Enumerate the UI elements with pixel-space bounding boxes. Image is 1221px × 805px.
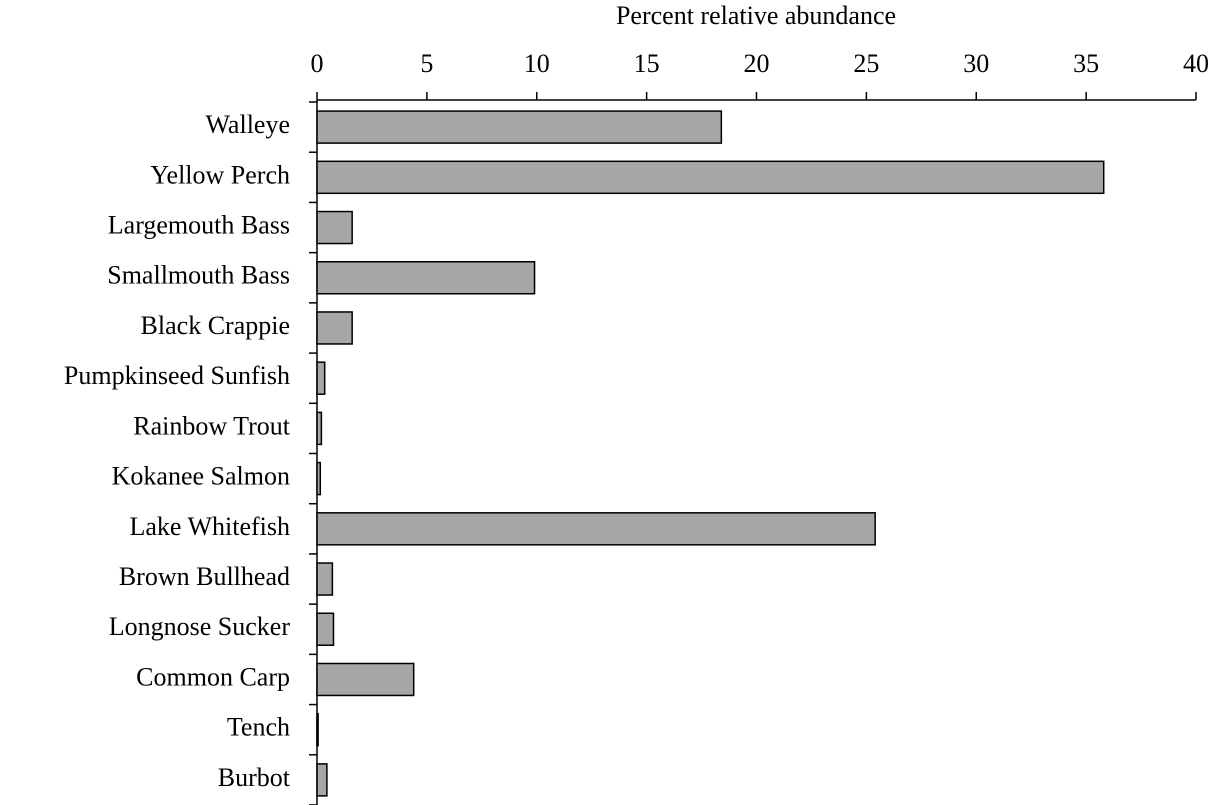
x-tick-label: 10 bbox=[524, 49, 550, 78]
bar bbox=[316, 361, 326, 395]
y-tick-label: Smallmouth Bass bbox=[107, 261, 290, 290]
x-tick-label: 15 bbox=[634, 49, 660, 78]
x-tick-label: 5 bbox=[420, 49, 433, 78]
bar bbox=[316, 261, 536, 295]
x-tick-label: 0 bbox=[311, 49, 324, 78]
y-tick-label: Burbot bbox=[218, 763, 291, 792]
x-tick-label: 35 bbox=[1073, 49, 1099, 78]
bar bbox=[316, 210, 353, 245]
bar bbox=[316, 562, 334, 596]
y-tick-label: Brown Bullhead bbox=[119, 562, 290, 591]
bar bbox=[316, 110, 723, 144]
y-tick-label: Yellow Perch bbox=[150, 160, 290, 189]
bar bbox=[316, 411, 323, 446]
x-tick-label: 20 bbox=[744, 49, 770, 78]
x-tick-label: 25 bbox=[853, 49, 879, 78]
bar bbox=[316, 612, 335, 646]
bar bbox=[316, 512, 876, 546]
y-tick-label: Walleye bbox=[205, 110, 290, 139]
bar bbox=[316, 662, 415, 697]
y-tick-label: Longnose Sucker bbox=[109, 612, 291, 641]
y-tick-label: Lake Whitefish bbox=[129, 512, 290, 541]
y-tick-label: Common Carp bbox=[136, 662, 290, 691]
x-tick-label: 40 bbox=[1183, 49, 1209, 78]
x-tick-label: 30 bbox=[963, 49, 989, 78]
bar bbox=[316, 160, 1105, 195]
y-tick-label: Tench bbox=[227, 713, 290, 742]
y-tick-label: Kokanee Salmon bbox=[112, 462, 290, 491]
bar bbox=[316, 311, 353, 345]
bar bbox=[316, 712, 319, 747]
y-tick-label: Rainbow Trout bbox=[133, 411, 291, 440]
bar bbox=[316, 763, 328, 797]
x-axis-title: Percent relative abundance bbox=[616, 1, 896, 30]
y-tick-label: Pumpkinseed Sunfish bbox=[64, 361, 290, 390]
y-tick-label: Black Crappie bbox=[141, 311, 290, 340]
bar bbox=[316, 461, 322, 496]
y-tick-label: Largemouth Bass bbox=[108, 211, 290, 240]
